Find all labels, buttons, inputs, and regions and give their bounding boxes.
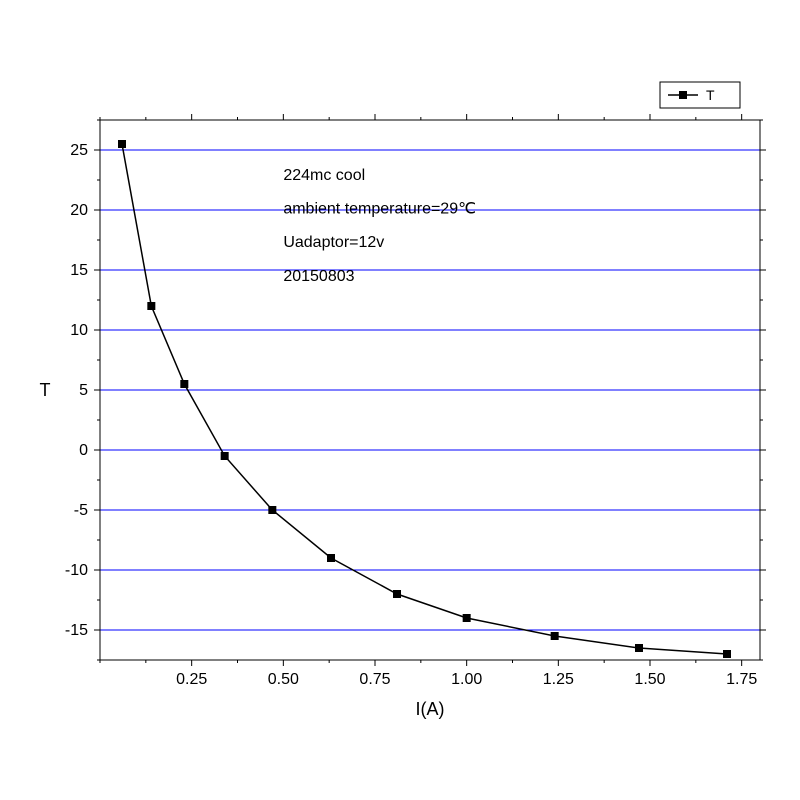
data-marker (463, 615, 470, 622)
chart-container: 0.25 0.50 0.75 1.00 1.25 1.50 1.75 -15 -10 -5 0 5 10… (0, 0, 800, 800)
y-tick-label: 20 (70, 202, 88, 219)
legend-marker-icon (680, 92, 687, 99)
data-marker (221, 453, 228, 460)
data-marker (148, 303, 155, 310)
x-tick-label: 1.75 (726, 671, 757, 688)
x-tick-label: 1.50 (634, 671, 665, 688)
x-tick-label: 0.75 (359, 671, 390, 688)
chart-svg: 0.25 0.50 0.75 1.00 1.25 1.50 1.75 -15 -10 -5 0 5 10… (0, 0, 800, 800)
y-tick-label: 0 (79, 442, 88, 459)
annotation-line: 224mc cool (283, 167, 365, 184)
data-marker (724, 651, 731, 658)
annotation-line: Uadaptor=12v (283, 234, 384, 251)
legend-label: T (706, 87, 715, 103)
data-marker (269, 507, 276, 514)
annotation-line: ambient temperature=29℃ (283, 201, 476, 218)
x-tick-label: 1.25 (543, 671, 574, 688)
y-tick-label: 15 (70, 262, 88, 279)
data-marker (551, 633, 558, 640)
x-axis-label: I(A) (416, 699, 445, 719)
y-axis-label: T (40, 380, 51, 400)
y-tick-label: 5 (79, 382, 88, 399)
annotation-line: 20150803 (283, 268, 354, 285)
data-marker (328, 555, 335, 562)
data-line (122, 144, 727, 654)
y-tick-label: 25 (70, 142, 88, 159)
y-tick-label: -5 (74, 502, 88, 519)
x-tick-label: 0.50 (268, 671, 299, 688)
y-tick-label: 10 (70, 322, 88, 339)
x-tick-label: 1.00 (451, 671, 482, 688)
x-tick-label: 0.25 (176, 671, 207, 688)
y-tick-label: -10 (65, 562, 88, 579)
data-marker (394, 591, 401, 598)
data-marker (181, 381, 188, 388)
data-marker (119, 141, 126, 148)
data-marker (636, 645, 643, 652)
y-tick-label: -15 (65, 622, 88, 639)
